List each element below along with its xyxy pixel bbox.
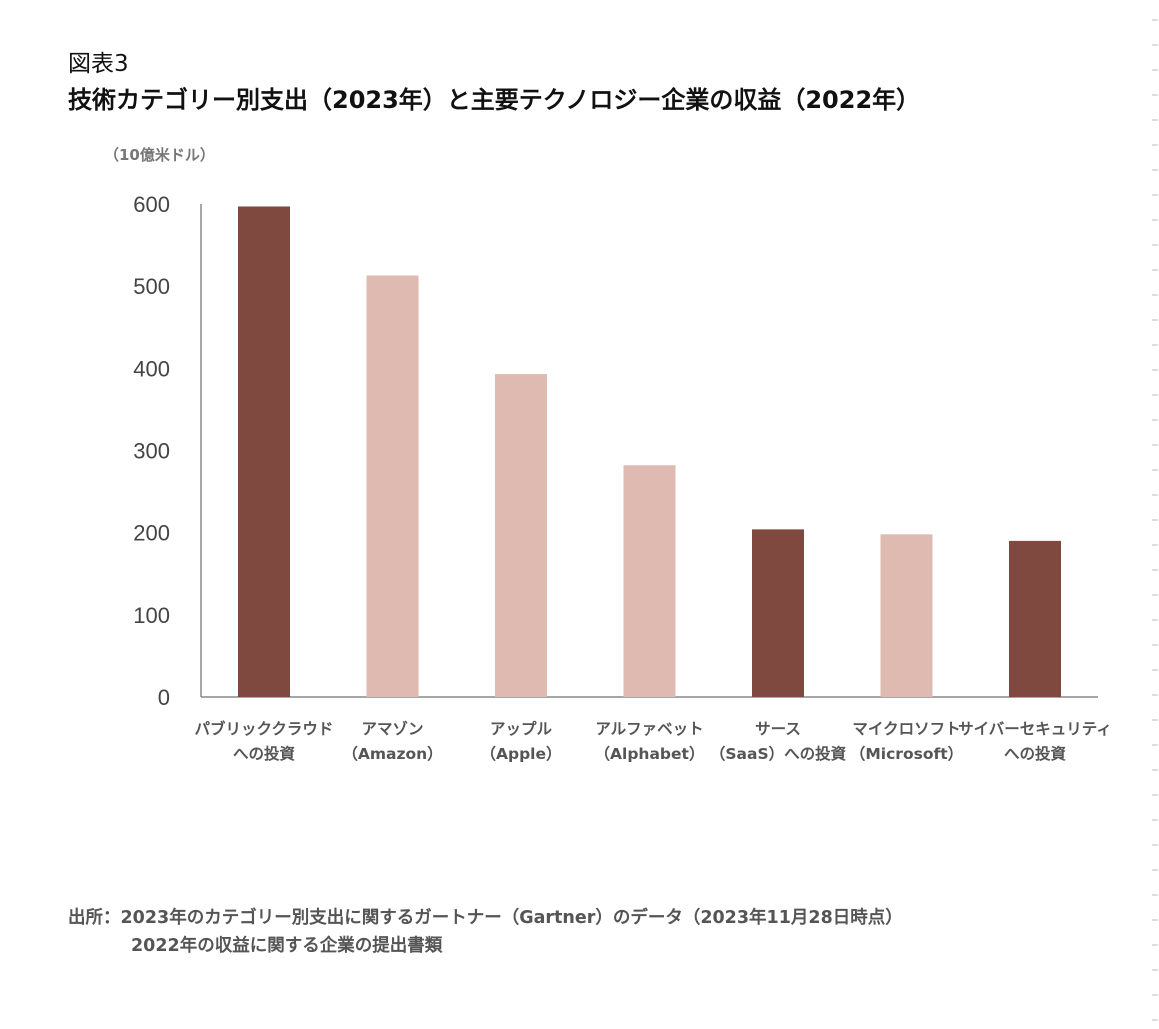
x-category-label-line: サイバーセキュリティ — [958, 720, 1112, 738]
x-category-label-line: （Apple） — [480, 745, 561, 763]
edge-dash-marks — [1152, 19, 1158, 1021]
x-category-label: アマゾン （Amazon） — [342, 720, 442, 763]
x-category-label: アップル （Apple） — [480, 719, 561, 763]
x-category-label-line: （Alphabet） — [595, 745, 705, 763]
x-category-label-line: マイクロソフト — [852, 720, 960, 738]
y-axis-unit-label: （10億米ドル） — [104, 146, 215, 164]
y-tick-label: 200 — [133, 521, 170, 546]
x-category-label-line: アマゾン — [361, 720, 423, 738]
chart-title: 技術カテゴリー別支出（2023年）と主要テクノロジー企業の収益（2022年） — [68, 86, 921, 114]
bar-spending — [752, 529, 804, 697]
bar-revenue — [880, 534, 933, 697]
x-category-label: サイバーセキュリティへの投資 — [958, 720, 1112, 763]
x-category-label: アルファベット （Alphabet） — [595, 720, 705, 763]
x-category-label: サース （SaaS）への投資 — [710, 720, 847, 763]
figure-label: 図表3 — [68, 51, 129, 77]
bar-spending — [238, 206, 290, 697]
y-tick-label: 300 — [133, 439, 170, 464]
x-category-label-line: （Microsoft） — [850, 745, 963, 763]
bar-revenue — [366, 275, 419, 697]
x-category-label-line: （Amazon） — [342, 745, 442, 763]
source-note: 出所：2023年のカテゴリー別支出に関するガートナー（Gartner）のデータ（… — [68, 904, 903, 960]
bar-chart: 0100200300400500600パブリッククラウドへの投資アマゾン（Ama… — [133, 192, 1112, 763]
y-tick-label: 400 — [133, 356, 170, 381]
y-tick-label: 100 — [133, 603, 170, 628]
x-category-label-line: サース — [755, 720, 801, 738]
x-category-label-line: （SaaS）への投資 — [710, 744, 847, 763]
bar-revenue — [623, 465, 676, 697]
x-category-label-line: への投資 — [233, 744, 296, 763]
x-category-label: パブリッククラウドへの投資 — [195, 719, 334, 763]
x-category-label-line: への投資 — [1004, 744, 1067, 763]
y-tick-label: 600 — [133, 192, 170, 217]
bar-spending — [1009, 540, 1061, 697]
x-category-label: マイクロソフト （Microsoft） — [850, 720, 963, 763]
source-line-2: 2022年の収益に関する企業の提出書類 — [131, 936, 443, 956]
x-category-label-line: アルファベット — [595, 720, 703, 738]
y-tick-label: 500 — [133, 274, 170, 299]
x-category-label-line: アップル — [490, 719, 553, 738]
y-tick-label: 0 — [158, 685, 170, 710]
source-line-1: 出所：2023年のカテゴリー別支出に関するガートナー（Gartner）のデータ（… — [68, 908, 903, 928]
x-category-label-line: パブリッククラウド — [195, 719, 334, 738]
bar-revenue — [495, 374, 547, 697]
